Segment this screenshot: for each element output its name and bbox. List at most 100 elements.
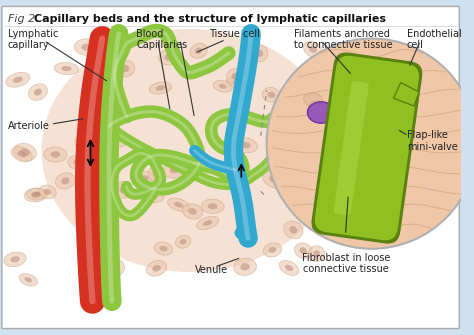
Ellipse shape	[309, 246, 325, 262]
Ellipse shape	[61, 66, 72, 71]
Ellipse shape	[38, 185, 56, 199]
Ellipse shape	[73, 159, 82, 165]
Ellipse shape	[313, 250, 320, 257]
Ellipse shape	[51, 151, 60, 158]
Ellipse shape	[44, 147, 67, 162]
Ellipse shape	[234, 138, 257, 153]
Ellipse shape	[174, 202, 183, 207]
Ellipse shape	[88, 247, 111, 258]
Ellipse shape	[234, 258, 256, 275]
Ellipse shape	[112, 264, 119, 271]
Ellipse shape	[264, 243, 282, 257]
Ellipse shape	[231, 73, 238, 79]
Ellipse shape	[190, 43, 207, 58]
Ellipse shape	[31, 192, 41, 198]
Ellipse shape	[300, 247, 307, 254]
Ellipse shape	[13, 143, 36, 161]
Ellipse shape	[175, 235, 191, 248]
Ellipse shape	[308, 102, 335, 123]
Text: Fibroblast in loose
connective tissue: Fibroblast in loose connective tissue	[301, 253, 390, 274]
Ellipse shape	[82, 44, 92, 51]
Ellipse shape	[279, 260, 299, 275]
Ellipse shape	[240, 263, 250, 270]
Ellipse shape	[80, 139, 87, 145]
Ellipse shape	[98, 115, 107, 122]
Text: Filaments anchored
to connective tissue: Filaments anchored to connective tissue	[294, 29, 392, 51]
Ellipse shape	[17, 151, 26, 157]
Circle shape	[266, 39, 474, 249]
Ellipse shape	[223, 175, 247, 188]
Ellipse shape	[153, 171, 160, 177]
Ellipse shape	[180, 239, 186, 245]
Ellipse shape	[44, 189, 51, 195]
Ellipse shape	[10, 256, 20, 263]
Polygon shape	[393, 82, 419, 106]
Text: Fig 2.: Fig 2.	[8, 14, 42, 24]
Ellipse shape	[269, 176, 279, 183]
Ellipse shape	[233, 80, 243, 84]
Ellipse shape	[105, 219, 113, 225]
Text: Venule: Venule	[195, 265, 228, 275]
Ellipse shape	[304, 93, 323, 107]
FancyBboxPatch shape	[334, 81, 369, 215]
Ellipse shape	[256, 50, 263, 57]
Ellipse shape	[226, 77, 249, 87]
Ellipse shape	[20, 148, 30, 156]
Ellipse shape	[27, 188, 46, 200]
Ellipse shape	[11, 147, 32, 162]
FancyBboxPatch shape	[311, 52, 422, 244]
Ellipse shape	[146, 261, 167, 276]
Ellipse shape	[196, 216, 219, 230]
FancyBboxPatch shape	[315, 56, 419, 241]
Ellipse shape	[99, 215, 119, 228]
Ellipse shape	[219, 84, 227, 89]
Ellipse shape	[25, 277, 32, 282]
Ellipse shape	[54, 63, 79, 75]
Ellipse shape	[307, 74, 328, 91]
Ellipse shape	[172, 154, 188, 166]
Ellipse shape	[115, 181, 132, 198]
Ellipse shape	[41, 29, 338, 272]
Ellipse shape	[230, 179, 240, 184]
Ellipse shape	[300, 109, 316, 122]
Text: Endothelial
cell: Endothelial cell	[407, 29, 462, 51]
Ellipse shape	[55, 173, 75, 189]
Ellipse shape	[154, 242, 173, 255]
Text: Blood
Capillaries: Blood Capillaries	[136, 29, 187, 51]
Ellipse shape	[309, 101, 328, 115]
Ellipse shape	[168, 198, 190, 211]
Ellipse shape	[116, 60, 135, 77]
Ellipse shape	[267, 92, 275, 98]
Ellipse shape	[107, 259, 124, 276]
Ellipse shape	[304, 113, 311, 118]
Ellipse shape	[227, 68, 244, 84]
Ellipse shape	[208, 203, 218, 209]
Ellipse shape	[19, 274, 37, 286]
Ellipse shape	[203, 220, 212, 226]
Ellipse shape	[201, 199, 224, 213]
Ellipse shape	[74, 39, 99, 55]
Ellipse shape	[121, 65, 129, 72]
Ellipse shape	[119, 186, 127, 193]
Ellipse shape	[142, 189, 164, 203]
Ellipse shape	[262, 87, 281, 102]
Ellipse shape	[6, 72, 30, 87]
Ellipse shape	[149, 82, 172, 94]
Ellipse shape	[159, 50, 178, 65]
Ellipse shape	[252, 45, 268, 62]
Ellipse shape	[289, 226, 298, 233]
Ellipse shape	[313, 79, 322, 86]
Ellipse shape	[240, 142, 251, 148]
Ellipse shape	[188, 208, 197, 215]
Ellipse shape	[94, 250, 105, 255]
Ellipse shape	[152, 265, 161, 272]
Ellipse shape	[149, 193, 158, 199]
Ellipse shape	[92, 110, 114, 126]
Ellipse shape	[182, 204, 203, 219]
Ellipse shape	[170, 166, 180, 173]
Ellipse shape	[156, 85, 165, 90]
Ellipse shape	[61, 178, 69, 184]
Ellipse shape	[104, 129, 128, 147]
Ellipse shape	[164, 54, 173, 61]
Text: Arteriole: Arteriole	[8, 121, 50, 131]
